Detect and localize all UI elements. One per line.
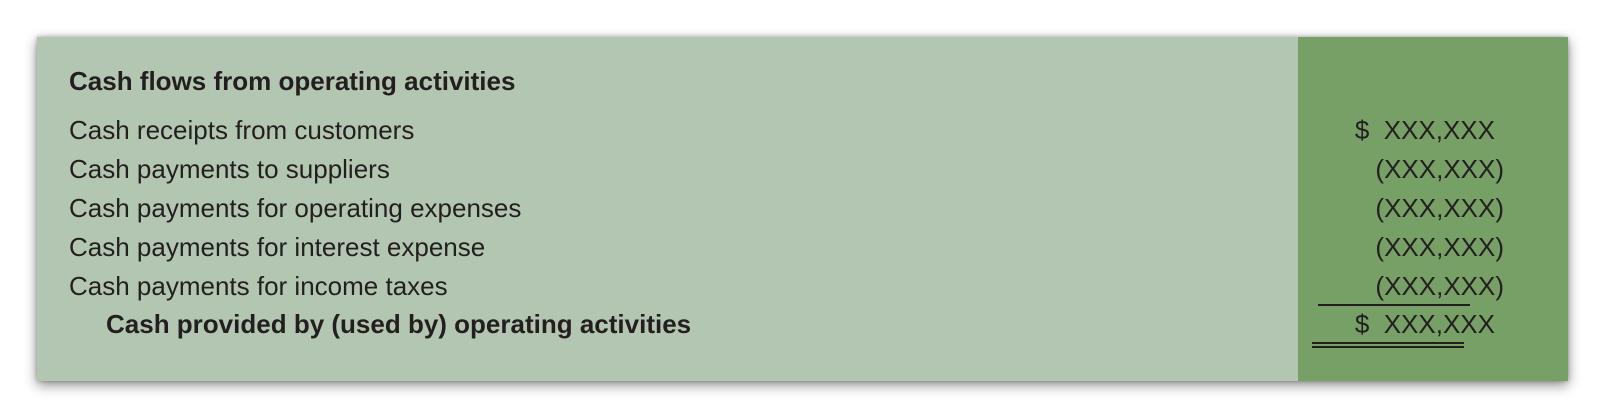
row-amount-payments-operating-expenses: (XXX,XXX) <box>1375 193 1504 223</box>
total-amount: $ XXX,XXX <box>1354 309 1495 339</box>
total-label: Cash provided by (used by) operating act… <box>106 309 692 339</box>
row-label-payments-suppliers: Cash payments to suppliers <box>69 154 390 184</box>
amount-column-panel <box>1298 37 1568 381</box>
total-double-underline-bottom <box>1312 346 1464 348</box>
subtotal-underline <box>1318 304 1470 306</box>
row-amount-payments-income-taxes: (XXX,XXX) <box>1375 271 1504 301</box>
row-amount-payments-suppliers: (XXX,XXX) <box>1375 154 1504 184</box>
row-amount-payments-interest-expense: (XXX,XXX) <box>1375 232 1504 262</box>
row-label-payments-interest-expense: Cash payments for interest expense <box>69 232 486 262</box>
row-amount-receipts-customers: $ XXX,XXX <box>1354 115 1495 145</box>
row-label-payments-income-taxes: Cash payments for income taxes <box>69 271 448 301</box>
section-title: Cash flows from operating activities <box>69 66 516 96</box>
total-double-underline-top <box>1312 342 1464 344</box>
row-label-payments-operating-expenses: Cash payments for operating expenses <box>69 193 522 223</box>
row-label-receipts-customers: Cash receipts from customers <box>69 115 415 145</box>
cash-flow-statement-card: Cash flows from operating activities Cas… <box>37 37 1568 381</box>
